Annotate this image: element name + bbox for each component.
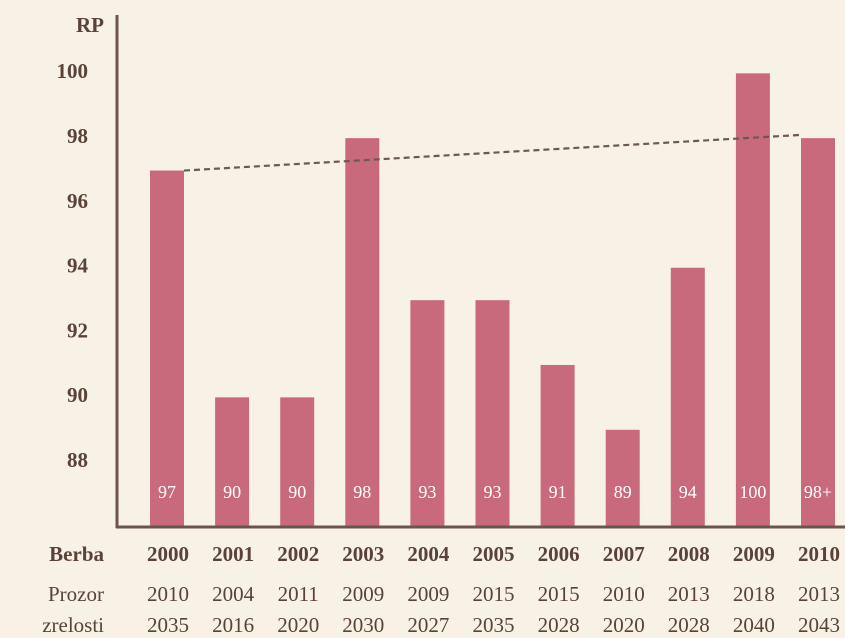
value-label: 98+ — [804, 482, 832, 502]
x-tick-label: 2008 — [668, 542, 710, 566]
y-tick-label: 92 — [67, 318, 88, 342]
window-from: 2009 — [342, 582, 384, 606]
window-to: 2035 — [147, 613, 189, 637]
chart: RP Berba Prozor zrelosti 88 90 92 94 96 98 100… — [0, 0, 845, 638]
value-label: 91 — [549, 482, 567, 502]
window-from: 2015 — [538, 582, 580, 606]
window-from: 2011 — [278, 582, 319, 606]
value-label: 100 — [739, 482, 766, 502]
value-label: 90 — [288, 482, 306, 502]
value-label: 90 — [223, 482, 241, 502]
x-tick-label: 2009 — [733, 542, 775, 566]
window-to: 2028 — [668, 613, 710, 637]
y-axis-label: RP — [76, 13, 104, 37]
y-tick-label: 94 — [67, 254, 89, 278]
window-from: 2010 — [603, 582, 645, 606]
window-from: 2009 — [407, 582, 449, 606]
window-to: 2020 — [603, 613, 645, 637]
x-tick-label: 2002 — [277, 542, 319, 566]
x-tick-label: 2010 — [798, 542, 840, 566]
y-tick-label: 100 — [57, 59, 89, 83]
window-to: 2043 — [798, 613, 840, 637]
window-to: 2040 — [733, 613, 775, 637]
window-from: 2013 — [798, 582, 840, 606]
window-from: 2004 — [212, 582, 255, 606]
bar — [801, 138, 835, 525]
y-tick-label: 98 — [67, 124, 88, 148]
x-tick-label: 2005 — [473, 542, 515, 566]
x-tick-label: 2001 — [212, 542, 254, 566]
window-from: 2018 — [733, 582, 775, 606]
y-tick-label: 90 — [67, 383, 88, 407]
window-to: 2028 — [538, 613, 580, 637]
bar — [150, 171, 184, 526]
x-axis-label: Berba — [49, 542, 104, 566]
window-label: zrelosti — [42, 613, 104, 637]
bar — [345, 138, 379, 525]
trend-line — [184, 135, 801, 171]
window-from: 2010 — [147, 582, 189, 606]
x-tick-label: 2007 — [603, 542, 645, 566]
y-tick-label: 88 — [67, 448, 88, 472]
window-from: 2013 — [668, 582, 710, 606]
window-to: 2016 — [212, 613, 254, 637]
y-tick-label: 96 — [67, 189, 88, 213]
x-tick-label: 2006 — [538, 542, 580, 566]
window-to: 2027 — [407, 613, 449, 637]
bar — [280, 397, 314, 525]
bar — [606, 430, 640, 526]
value-label: 89 — [614, 482, 632, 502]
value-label: 97 — [158, 482, 176, 502]
value-label: 98 — [353, 482, 371, 502]
bar — [736, 73, 770, 525]
value-label: 93 — [418, 482, 436, 502]
window-label: Prozor — [48, 582, 104, 606]
value-label: 94 — [679, 482, 697, 502]
window-to: 2035 — [473, 613, 515, 637]
x-tick-label: 2000 — [147, 542, 189, 566]
bar — [215, 397, 249, 525]
window-from: 2015 — [473, 582, 515, 606]
x-tick-label: 2004 — [407, 542, 450, 566]
window-to: 2020 — [277, 613, 319, 637]
value-label: 93 — [484, 482, 502, 502]
x-tick-label: 2003 — [342, 542, 384, 566]
window-to: 2030 — [342, 613, 384, 637]
